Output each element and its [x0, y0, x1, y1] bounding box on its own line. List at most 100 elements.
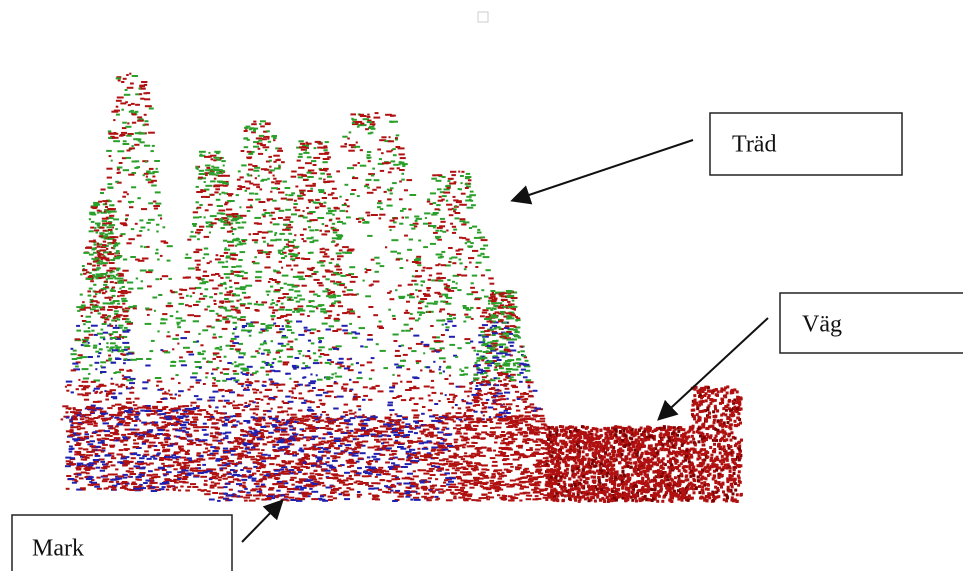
point [292, 286, 298, 288]
point [209, 172, 214, 174]
point [402, 165, 405, 167]
point [206, 167, 210, 169]
point [500, 311, 505, 313]
point [226, 255, 231, 257]
point [504, 383, 509, 385]
point [507, 295, 509, 297]
point [328, 348, 332, 350]
point [249, 335, 252, 337]
point [260, 343, 264, 345]
point [409, 239, 413, 241]
point [147, 415, 150, 417]
point [233, 401, 235, 403]
point [529, 418, 534, 420]
point [120, 384, 125, 386]
point [300, 192, 304, 194]
point [125, 336, 127, 338]
point [246, 330, 252, 332]
point [96, 273, 103, 275]
point [467, 395, 469, 397]
point [340, 210, 346, 212]
point [126, 398, 131, 400]
point [121, 298, 126, 300]
point [426, 267, 432, 269]
point [129, 392, 134, 394]
point [81, 472, 87, 474]
point [135, 93, 139, 95]
point [233, 479, 239, 481]
point [499, 346, 503, 348]
point [111, 247, 113, 249]
point [347, 289, 353, 291]
point [334, 456, 341, 458]
point [466, 473, 472, 475]
point [473, 377, 480, 379]
point [490, 431, 496, 433]
point [293, 207, 296, 209]
point [225, 419, 230, 421]
point [109, 334, 111, 336]
point [432, 174, 436, 176]
point [460, 487, 465, 489]
point [308, 226, 311, 228]
point [118, 80, 121, 82]
point [100, 365, 102, 367]
point [465, 187, 469, 189]
point [324, 234, 327, 236]
point [348, 369, 354, 371]
point [300, 234, 304, 236]
point [192, 223, 197, 225]
point [415, 319, 419, 321]
point [476, 360, 480, 362]
point [94, 388, 100, 390]
point [235, 222, 240, 224]
point [118, 392, 122, 394]
point [113, 218, 119, 220]
point [236, 265, 242, 267]
point [305, 365, 308, 367]
point [488, 303, 490, 305]
point [481, 359, 484, 361]
point [87, 423, 93, 425]
point [82, 265, 85, 267]
point [283, 361, 290, 363]
point [296, 500, 302, 502]
point [125, 321, 131, 323]
point [307, 350, 310, 352]
point [226, 378, 232, 380]
point [89, 254, 94, 256]
point [248, 164, 252, 166]
point [413, 417, 419, 419]
point [512, 399, 515, 401]
point [316, 406, 320, 408]
point [411, 280, 416, 282]
point [366, 221, 369, 223]
point [247, 387, 249, 389]
point [429, 415, 435, 417]
point [514, 494, 519, 496]
point [131, 103, 135, 105]
point [119, 449, 124, 451]
point [472, 275, 477, 277]
point [438, 293, 442, 295]
point [136, 412, 140, 414]
point [449, 336, 455, 338]
point [273, 175, 275, 177]
point [400, 381, 402, 383]
point [252, 480, 256, 482]
point [67, 384, 72, 386]
point [239, 206, 241, 208]
point [508, 304, 515, 306]
point [491, 396, 493, 398]
point [296, 311, 300, 313]
point [436, 237, 440, 239]
point [157, 381, 163, 383]
point [84, 399, 89, 401]
point [93, 390, 95, 392]
point [390, 251, 397, 253]
point [262, 381, 266, 383]
point [487, 447, 491, 449]
point [534, 434, 538, 436]
point [90, 411, 95, 413]
point [120, 306, 123, 308]
